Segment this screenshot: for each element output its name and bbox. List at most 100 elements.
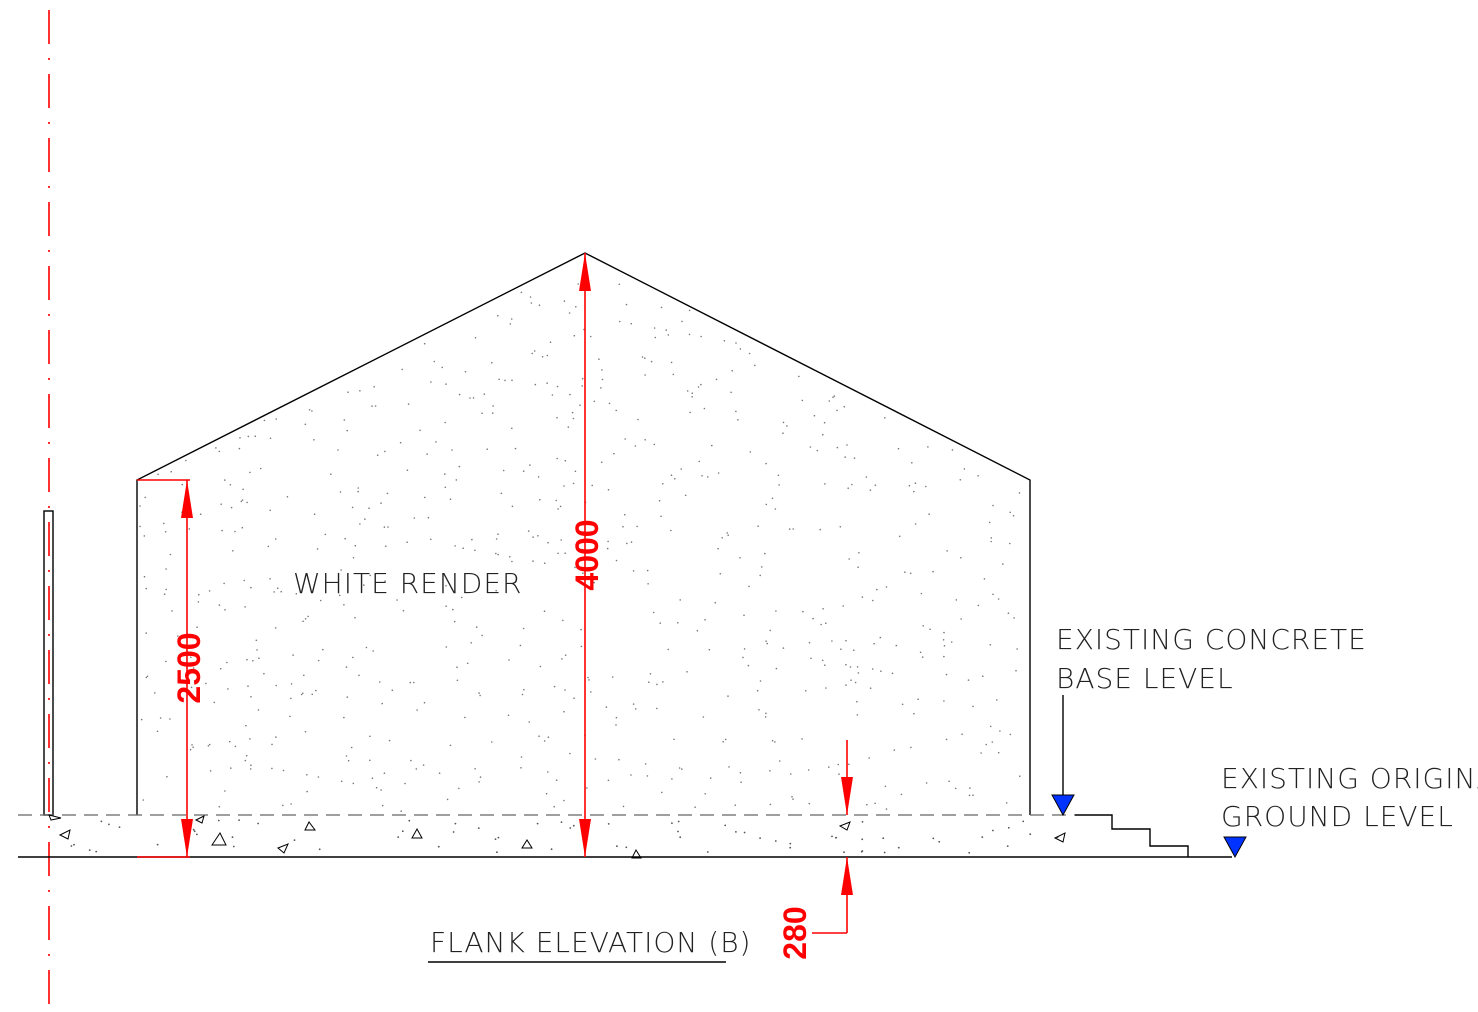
stipple-dot <box>786 425 788 427</box>
stipple-dot <box>402 609 405 612</box>
stipple-dot <box>622 525 624 528</box>
stipple-dot <box>247 435 250 438</box>
stipple-dot <box>163 522 165 525</box>
stipple-dot <box>246 658 248 661</box>
stipple-dot <box>340 780 343 783</box>
stipple-dot <box>988 521 991 524</box>
stipple-dot <box>1002 563 1004 565</box>
stipple-dot <box>641 356 644 358</box>
stipple-dot <box>630 774 632 776</box>
stipple-dot <box>338 594 341 597</box>
stipple-dot <box>400 810 403 812</box>
stipple-dot <box>670 361 673 364</box>
stipple-dot <box>234 745 237 748</box>
stipple-dot <box>219 667 222 670</box>
stipple-dot <box>269 509 272 512</box>
stipple-dot <box>372 650 375 652</box>
stipple-dot <box>637 418 639 421</box>
stipple-dot <box>471 538 473 541</box>
stipple-dot <box>749 451 752 453</box>
stipple-dot <box>547 541 549 544</box>
stipple-dot <box>368 507 370 510</box>
stipple-dot <box>960 618 962 620</box>
stipple-dot <box>646 569 649 572</box>
stipple-dot <box>322 648 324 651</box>
stipple-dot <box>730 391 732 394</box>
stipple-dot <box>879 636 882 639</box>
concrete-dot <box>860 850 863 853</box>
stipple-dot <box>821 659 824 662</box>
stipple-dot <box>351 506 354 509</box>
stipple-dot <box>169 553 172 556</box>
stipple-dot <box>562 619 564 622</box>
concrete-dot <box>677 830 679 833</box>
stipple-dot <box>989 644 992 646</box>
stipple-dot <box>866 803 868 806</box>
stipple-dot <box>922 625 924 627</box>
stipple-dot <box>280 590 283 593</box>
stipple-dot <box>343 716 345 719</box>
stipple-dot <box>591 484 593 487</box>
stipple-dot <box>242 488 244 491</box>
stipple-dot <box>145 587 147 590</box>
stipple-dot <box>453 620 456 623</box>
stipple-dot <box>553 685 556 688</box>
stipple-dot <box>851 483 853 486</box>
stipple-dot <box>874 802 876 805</box>
stipple-dot <box>197 601 200 603</box>
stipple-dot <box>788 528 791 530</box>
stipple-dot <box>538 735 540 737</box>
stipple-dot <box>613 452 615 455</box>
stipple-dot <box>532 536 534 538</box>
stipple-dot <box>205 682 207 685</box>
stipple-dot <box>775 610 777 612</box>
stipple-dot <box>608 402 611 405</box>
stipple-dot <box>840 648 842 650</box>
stipple-dot <box>943 655 945 658</box>
concrete-dot <box>401 830 404 833</box>
stipple-dot <box>820 623 822 626</box>
stipple-dot <box>547 736 550 738</box>
stipple-dot <box>856 714 859 716</box>
stipple-dot <box>615 559 618 562</box>
stipple-dot <box>196 626 198 628</box>
stipple-dot <box>145 632 147 634</box>
stipple-dot <box>433 360 436 363</box>
stipple-dot <box>357 487 360 489</box>
stipple-dot <box>492 405 494 407</box>
stipple-dot <box>380 789 383 791</box>
stipple-dot <box>658 499 661 502</box>
stipple-dot <box>782 421 785 424</box>
stipple-dot <box>538 304 541 307</box>
stipple-dot <box>761 566 763 568</box>
stipple-dot <box>579 404 581 407</box>
stipple-dot <box>209 770 212 772</box>
stipple-dot <box>611 676 614 678</box>
concrete-dot <box>882 837 885 840</box>
stipple-dot <box>245 754 248 757</box>
stipple-dot <box>700 383 702 386</box>
stipple-dot <box>539 498 541 501</box>
stipple-dot <box>982 675 984 677</box>
concrete-dot <box>724 824 727 827</box>
stipple-dot <box>458 393 461 396</box>
dimension-base-label: 280 <box>777 906 813 959</box>
stipple-dot <box>656 683 658 686</box>
stipple-dot <box>779 760 781 762</box>
stipple-dot <box>807 769 810 771</box>
stipple-dot <box>1007 612 1010 614</box>
stipple-dot <box>464 716 466 719</box>
stipple-dot <box>376 454 379 457</box>
stipple-dot <box>142 799 145 801</box>
stipple-dot <box>801 738 803 740</box>
stipple-dot <box>951 449 954 451</box>
stipple-dot <box>247 685 249 687</box>
stipple-dot <box>435 441 437 443</box>
stipple-dot <box>764 716 767 718</box>
stipple-dot <box>386 492 389 495</box>
stipple-dot <box>218 450 221 453</box>
stipple-dot <box>192 746 194 749</box>
stipple-dot <box>292 654 294 656</box>
stipple-dot <box>977 475 979 477</box>
